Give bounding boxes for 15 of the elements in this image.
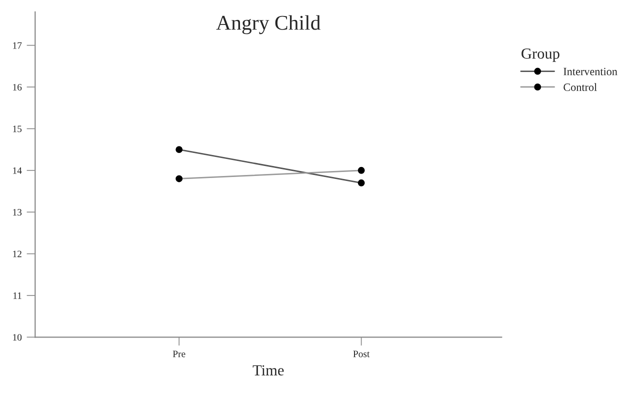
x-tick-label: Post: [353, 350, 370, 358]
legend-label: Control: [564, 83, 597, 91]
y-tick-label: 16: [13, 84, 22, 90]
legend-title: Group: [522, 48, 560, 62]
legend-label: Intervention: [564, 68, 618, 76]
y-tick-label: 12: [13, 250, 22, 258]
chart-title: Angry Child: [216, 15, 320, 34]
y-tick-label: 17: [13, 42, 22, 49]
y-tick-label: 13: [13, 209, 22, 216]
y-tick-label: 14: [13, 167, 22, 174]
x-tick-label: Pre: [172, 350, 186, 358]
y-tick-label: 15: [13, 126, 22, 132]
y-tick-label: 10: [13, 334, 22, 341]
y-tick-label: 11: [13, 292, 22, 299]
x-axis-title: Time: [252, 365, 284, 376]
